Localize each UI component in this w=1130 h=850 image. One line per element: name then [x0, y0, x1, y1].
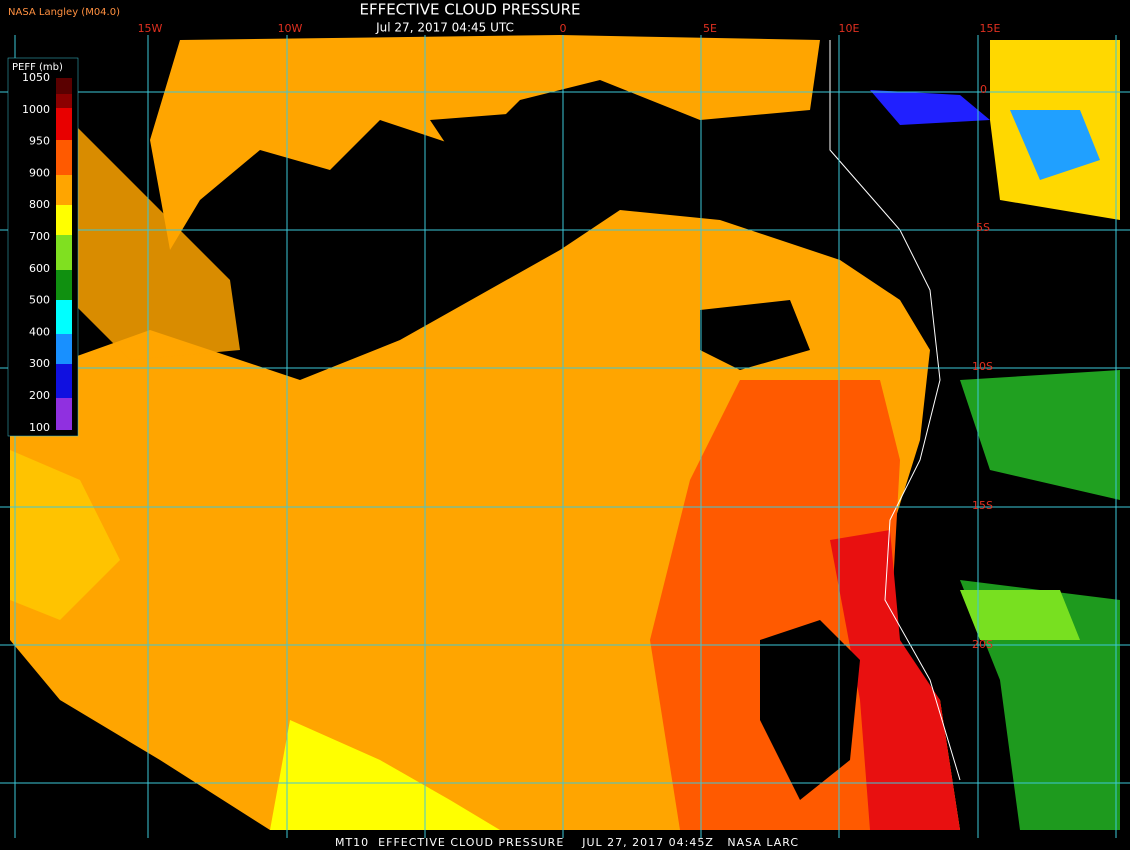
colorbar-tick: 100: [29, 421, 50, 434]
title: EFFECTIVE CLOUD PRESSURE: [359, 1, 580, 19]
colorbar-tick: 600: [29, 262, 50, 275]
colorbar-tick: 900: [29, 166, 50, 179]
subtitle: Jul 27, 2017 04:45 UTC: [375, 21, 514, 35]
colorbar-tick: 800: [29, 198, 50, 211]
lat-label: 0: [980, 83, 987, 96]
colorbar-tick: 950: [29, 135, 50, 148]
colorbar: PEFF (mb) 1050 1000 950 900 800 700 600 500 400 3…: [7, 57, 79, 437]
colorbar-tick: 700: [29, 230, 50, 243]
longitude-labels: 15W 10W 0 5E 10E 15E: [138, 22, 1001, 35]
colorbar-tick: 1050: [22, 71, 50, 84]
graticule: [0, 35, 1130, 838]
footer: MT10 EFFECTIVE CLOUD PRESSURE JUL 27, 20…: [335, 836, 799, 849]
lat-label: 15S: [972, 499, 993, 512]
colorbar-tick: 400: [29, 325, 50, 338]
lon-label: 10W: [278, 22, 303, 35]
colorbar-label: PEFF (mb): [12, 62, 63, 73]
lat-label: 5S: [976, 221, 990, 234]
lon-label: 15W: [138, 22, 163, 35]
lat-label: 10S: [972, 360, 993, 373]
colorbar-tick: 300: [29, 357, 50, 370]
latitude-labels: 0 5S 10S 15S 20S: [972, 83, 993, 651]
colorbar-tick: 1000: [22, 103, 50, 116]
lon-label: 15E: [980, 22, 1001, 35]
cloud-field: [10, 35, 1120, 830]
lon-label: 0: [560, 22, 567, 35]
lon-label: 5E: [703, 22, 717, 35]
lon-label: 10E: [839, 22, 860, 35]
colorbar-tick: 200: [29, 389, 50, 402]
colorbar-tick: 500: [29, 294, 50, 307]
lat-label: 20S: [972, 638, 993, 651]
credit: NASA Langley (M04.0): [8, 7, 120, 18]
